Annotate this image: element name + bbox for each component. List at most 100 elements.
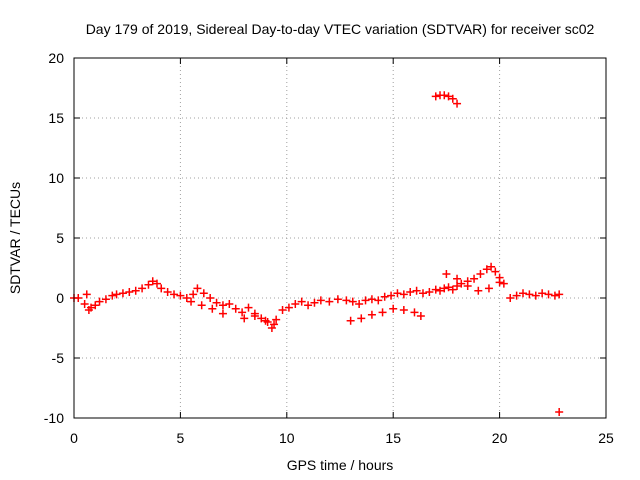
data-point — [442, 270, 451, 278]
data-point — [342, 296, 351, 305]
data-point — [346, 316, 355, 325]
data-point — [444, 283, 453, 292]
data-point — [87, 303, 96, 312]
data-point — [440, 284, 449, 293]
data-point — [355, 300, 364, 308]
data-point — [238, 308, 247, 317]
data-point — [544, 290, 553, 299]
data-point — [272, 315, 281, 324]
data-point — [138, 284, 147, 293]
data-point — [82, 290, 91, 299]
y-tick-label: 20 — [48, 50, 64, 66]
data-point — [436, 286, 445, 295]
data-point — [225, 300, 234, 308]
data-point — [152, 279, 161, 288]
data-point — [519, 289, 528, 298]
x-axis-label: GPS time / hours — [287, 457, 394, 473]
data-point — [193, 284, 202, 293]
data-point — [310, 298, 319, 307]
data-point — [131, 286, 140, 295]
y-tick-label: 15 — [48, 110, 64, 126]
data-point — [495, 278, 504, 287]
data-point — [270, 320, 279, 329]
data-point — [444, 92, 453, 101]
data-point — [250, 312, 259, 320]
data-point — [91, 301, 100, 310]
data-point — [399, 306, 408, 314]
data-point — [357, 314, 366, 323]
data-point — [555, 290, 564, 299]
chart-title: Day 179 of 2019, Sidereal Day-to-day VTE… — [86, 21, 595, 37]
data-point — [297, 297, 306, 306]
data-point — [304, 301, 313, 310]
data-point — [176, 291, 185, 300]
data-point — [380, 292, 389, 301]
x-tick-label: 5 — [177, 430, 185, 446]
data-point — [374, 296, 383, 305]
data-point — [257, 314, 266, 323]
data-point — [212, 298, 221, 307]
data-point — [278, 306, 287, 314]
plot-frame — [73, 57, 607, 419]
data-point — [244, 303, 253, 312]
y-axis-label: SDTVAR / TECUs — [7, 182, 23, 294]
data-point — [118, 289, 127, 298]
y-tick-label: -5 — [52, 350, 65, 366]
data-point — [431, 92, 440, 101]
data-points — [70, 91, 564, 416]
data-point — [206, 294, 215, 302]
data-point — [431, 285, 440, 294]
data-point — [491, 267, 500, 276]
y-tick-label: 0 — [56, 290, 64, 306]
data-point — [555, 408, 564, 416]
data-point — [163, 288, 172, 296]
data-point — [525, 290, 534, 299]
data-point — [240, 314, 249, 323]
data-point — [418, 289, 427, 298]
data-point — [512, 291, 521, 300]
data-point — [325, 297, 334, 306]
data-point — [80, 300, 89, 308]
data-point — [389, 304, 398, 313]
data-point — [199, 289, 208, 298]
x-tick-label: 10 — [279, 430, 295, 446]
data-point — [101, 295, 110, 304]
data-point — [538, 289, 547, 298]
data-point — [125, 288, 134, 296]
data-point — [448, 285, 457, 294]
data-point — [425, 288, 434, 296]
data-point — [387, 291, 396, 300]
data-point — [476, 270, 485, 278]
data-point — [348, 297, 357, 306]
data-point — [487, 262, 496, 271]
data-point — [499, 279, 508, 288]
data-point — [412, 286, 421, 295]
data-point — [457, 279, 466, 288]
data-point — [218, 301, 227, 310]
data-point — [333, 295, 342, 304]
y-tick-label: 5 — [56, 230, 64, 246]
data-point — [550, 291, 559, 300]
data-point — [416, 312, 425, 320]
data-point — [393, 289, 402, 298]
x-tick-label: 0 — [70, 430, 78, 446]
data-point — [187, 297, 196, 306]
data-point — [197, 301, 206, 310]
x-tick-label: 20 — [492, 430, 508, 446]
data-point — [367, 310, 376, 319]
data-point — [482, 265, 491, 274]
y-tick-label: 10 — [48, 170, 64, 186]
data-point — [506, 294, 515, 302]
data-point — [112, 290, 121, 299]
axis-ticks: 0 5 10 15 20 25 -10 -5 0 5 10 15 20 — [44, 50, 614, 446]
data-point — [361, 296, 370, 305]
data-point — [170, 290, 179, 299]
x-tick-label: 15 — [385, 430, 401, 446]
data-point — [406, 288, 415, 296]
data-point — [463, 282, 472, 290]
data-point — [531, 291, 540, 300]
data-point — [453, 274, 462, 283]
data-point — [95, 297, 104, 306]
data-point — [218, 309, 227, 318]
